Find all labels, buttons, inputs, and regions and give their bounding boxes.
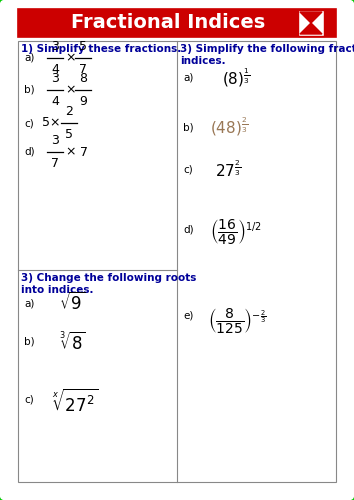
Text: c): c): [24, 395, 34, 405]
Text: 3: 3: [51, 134, 59, 147]
Bar: [298, 10, 324, 36]
Bar: [18, 41, 336, 482]
Text: 1) Simplify these fractions.: 1) Simplify these fractions.: [21, 44, 181, 54]
Text: d): d): [24, 147, 35, 157]
Text: $\left(\dfrac{16}{49}\right)^{1/2}$: $\left(\dfrac{16}{49}\right)^{1/2}$: [210, 218, 261, 246]
Text: 5: 5: [42, 116, 50, 130]
Text: $\sqrt{9}$: $\sqrt{9}$: [59, 292, 85, 314]
Text: 5: 5: [65, 128, 73, 141]
Text: $\sqrt[x]{27^2}$: $\sqrt[x]{27^2}$: [52, 388, 98, 415]
Text: a): a): [183, 73, 193, 83]
Text: c): c): [183, 165, 193, 175]
Text: 2: 2: [65, 105, 73, 118]
Text: a): a): [24, 53, 34, 63]
Text: e): e): [183, 310, 193, 320]
Text: 4: 4: [51, 95, 59, 108]
Text: 7: 7: [79, 63, 87, 76]
Polygon shape: [300, 12, 322, 23]
Text: $\sqrt[3]{8}$: $\sqrt[3]{8}$: [59, 332, 85, 354]
Text: b): b): [24, 337, 35, 347]
Text: a): a): [24, 298, 34, 308]
Text: $\times$: $\times$: [65, 84, 75, 96]
Text: c): c): [24, 118, 34, 128]
Text: Fractional Indices: Fractional Indices: [71, 14, 265, 32]
Text: 7: 7: [80, 146, 88, 158]
Text: $(48)^{\frac{2}{3}}$: $(48)^{\frac{2}{3}}$: [210, 116, 248, 138]
Text: 3) Change the following roots
into indices.: 3) Change the following roots into indic…: [21, 273, 196, 294]
Text: d): d): [183, 225, 194, 235]
Text: 9: 9: [79, 95, 87, 108]
Text: $\times$: $\times$: [65, 52, 75, 64]
Text: $\left(\dfrac{8}{125}\right)^{-\frac{2}{3}}$: $\left(\dfrac{8}{125}\right)^{-\frac{2}{…: [208, 306, 266, 334]
Text: b): b): [183, 122, 194, 132]
Text: 5: 5: [79, 40, 87, 53]
Text: $27^{\frac{2}{3}}$: $27^{\frac{2}{3}}$: [215, 160, 241, 180]
Text: 3) Simplify the following fractional
indices.: 3) Simplify the following fractional ind…: [180, 44, 354, 66]
Text: 3: 3: [51, 40, 59, 53]
Text: 3: 3: [51, 72, 59, 85]
Polygon shape: [300, 23, 322, 34]
Text: $\times$: $\times$: [65, 146, 75, 158]
Text: 7: 7: [51, 157, 59, 170]
Text: b): b): [24, 85, 35, 95]
Text: $(8)^{\frac{1}{3}}$: $(8)^{\frac{1}{3}}$: [222, 66, 251, 90]
Bar: [18, 9, 336, 37]
Text: $\times$: $\times$: [48, 116, 59, 130]
Text: 8: 8: [79, 72, 87, 85]
Text: 4: 4: [51, 63, 59, 76]
